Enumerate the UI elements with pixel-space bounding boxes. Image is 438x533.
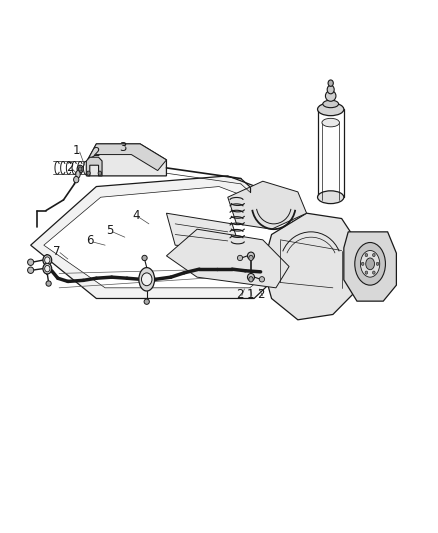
Text: 4: 4: [132, 209, 140, 222]
Ellipse shape: [249, 277, 253, 282]
Ellipse shape: [361, 262, 364, 265]
Ellipse shape: [43, 255, 52, 265]
Text: 2: 2: [92, 146, 99, 159]
Ellipse shape: [327, 85, 334, 94]
Ellipse shape: [376, 262, 379, 265]
Ellipse shape: [237, 255, 243, 261]
Polygon shape: [166, 213, 241, 251]
Text: 2: 2: [236, 288, 244, 301]
Ellipse shape: [328, 80, 333, 86]
Polygon shape: [166, 229, 289, 288]
Ellipse shape: [322, 118, 339, 127]
Polygon shape: [86, 157, 102, 176]
Polygon shape: [228, 181, 307, 229]
Text: 2: 2: [66, 161, 74, 174]
Ellipse shape: [247, 252, 254, 260]
Ellipse shape: [43, 263, 52, 274]
Ellipse shape: [360, 251, 380, 277]
Ellipse shape: [144, 299, 149, 304]
Ellipse shape: [318, 103, 344, 116]
Ellipse shape: [77, 165, 83, 173]
Ellipse shape: [46, 281, 51, 286]
Text: 3: 3: [119, 141, 126, 154]
Ellipse shape: [142, 255, 147, 261]
Text: 6: 6: [86, 235, 94, 247]
Polygon shape: [88, 144, 166, 176]
Text: 1: 1: [247, 288, 254, 301]
Text: 1: 1: [73, 144, 81, 157]
Ellipse shape: [78, 167, 82, 171]
Ellipse shape: [76, 171, 80, 178]
Ellipse shape: [372, 254, 375, 257]
Text: 5: 5: [106, 224, 113, 237]
Ellipse shape: [45, 265, 50, 272]
Ellipse shape: [372, 271, 375, 274]
Ellipse shape: [365, 271, 368, 274]
Ellipse shape: [247, 273, 254, 281]
Ellipse shape: [139, 268, 155, 291]
Ellipse shape: [249, 255, 253, 261]
Text: 7: 7: [53, 245, 61, 258]
Ellipse shape: [365, 254, 368, 257]
Ellipse shape: [28, 267, 34, 273]
Polygon shape: [31, 176, 315, 298]
Ellipse shape: [98, 171, 102, 175]
Polygon shape: [263, 213, 359, 320]
Ellipse shape: [325, 91, 336, 101]
Ellipse shape: [74, 176, 79, 183]
Polygon shape: [344, 232, 396, 301]
Ellipse shape: [259, 277, 265, 282]
Ellipse shape: [28, 259, 34, 265]
Ellipse shape: [141, 273, 152, 286]
Ellipse shape: [323, 100, 339, 108]
Ellipse shape: [87, 171, 90, 175]
Ellipse shape: [318, 191, 344, 204]
Ellipse shape: [45, 257, 50, 263]
Polygon shape: [88, 144, 166, 171]
Ellipse shape: [355, 243, 385, 285]
Text: 2: 2: [257, 288, 265, 301]
Ellipse shape: [366, 258, 374, 270]
Polygon shape: [44, 187, 302, 288]
